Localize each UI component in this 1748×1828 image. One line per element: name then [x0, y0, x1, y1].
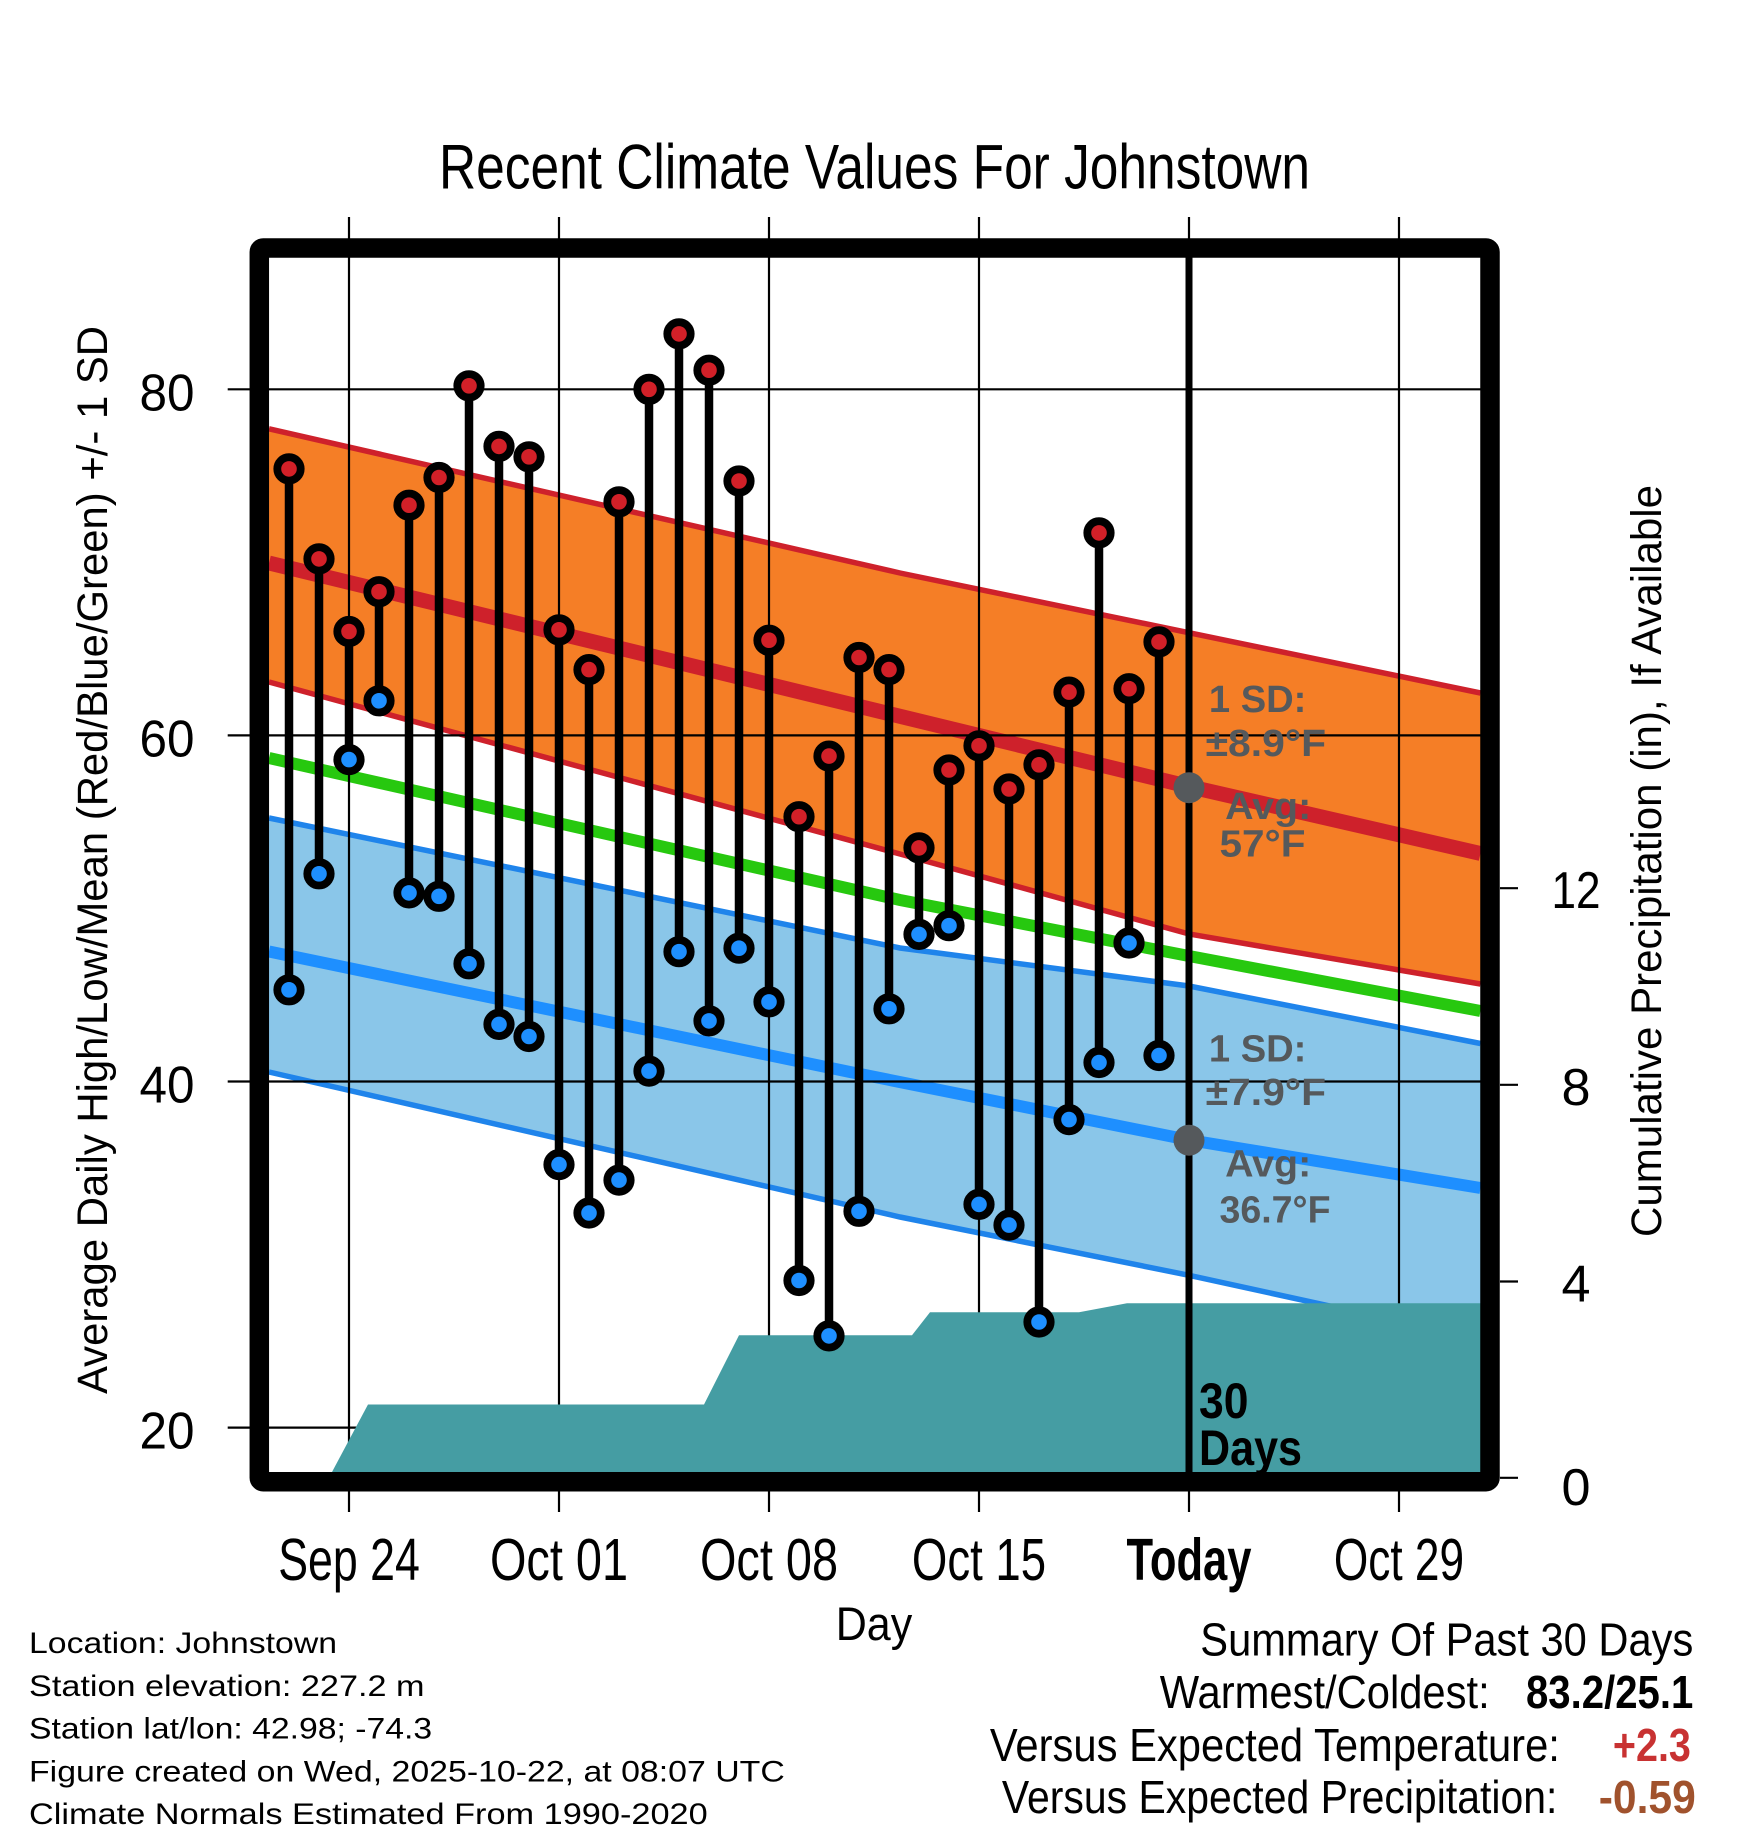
svg-text:Climate Normals Estimated From: Climate Normals Estimated From 1990-2020: [29, 1798, 708, 1828]
svg-text:Oct 15: Oct 15: [912, 1527, 1046, 1593]
svg-text:Recent Climate Values For John: Recent Climate Values For Johnstown: [439, 132, 1310, 202]
svg-text:57°F: 57°F: [1220, 824, 1306, 866]
svg-text:4: 4: [1562, 1256, 1591, 1314]
svg-text:1 SD:: 1 SD:: [1209, 679, 1307, 721]
svg-text:Oct 08: Oct 08: [700, 1527, 838, 1593]
svg-text:80: 80: [140, 364, 195, 422]
svg-text:60: 60: [140, 710, 195, 768]
svg-text:12: 12: [1552, 862, 1601, 920]
svg-text:Day: Day: [836, 1597, 913, 1650]
svg-text:20: 20: [140, 1403, 195, 1461]
svg-text:±7.9°F: ±7.9°F: [1206, 1072, 1327, 1114]
svg-text:Average Daily High/Low/Mean (R: Average Daily High/Low/Mean (Red/Blue/Gr…: [70, 326, 117, 1394]
svg-text:Summary Of Past 30 Days: Summary Of Past 30 Days: [1200, 1614, 1693, 1666]
svg-text:Warmest/Coldest:: Warmest/Coldest:: [1160, 1666, 1490, 1718]
svg-text:+2.3: +2.3: [1613, 1719, 1691, 1771]
svg-text:Oct 29: Oct 29: [1334, 1527, 1464, 1593]
svg-text:30: 30: [1199, 1373, 1249, 1429]
svg-text:Station elevation: 227.2 m: Station elevation: 227.2 m: [29, 1670, 425, 1703]
svg-text:1 SD:: 1 SD:: [1209, 1029, 1307, 1071]
svg-text:8: 8: [1562, 1059, 1591, 1117]
svg-text:Station lat/lon: 42.98; -74.3: Station lat/lon: 42.98; -74.3: [29, 1713, 432, 1746]
svg-text:Cumulative Precipitation (in),: Cumulative Precipitation (in), If Availa…: [1624, 485, 1671, 1237]
svg-text:Oct 01: Oct 01: [490, 1527, 628, 1593]
svg-text:40: 40: [140, 1057, 195, 1115]
svg-text:Days: Days: [1199, 1420, 1302, 1476]
svg-text:Sep 24: Sep 24: [278, 1527, 420, 1593]
svg-text:Avg:: Avg:: [1225, 786, 1311, 828]
svg-text:0: 0: [1562, 1459, 1591, 1517]
svg-text:Versus Expected Temperature:: Versus Expected Temperature:: [990, 1719, 1560, 1771]
svg-text:Versus Expected Precipitation:: Versus Expected Precipitation:: [1002, 1771, 1558, 1823]
svg-text:Location: Johnstown: Location: Johnstown: [29, 1627, 337, 1660]
svg-text:Figure created on Wed, 2025-10: Figure created on Wed, 2025-10-22, at 08…: [29, 1755, 785, 1788]
svg-text:Avg:: Avg:: [1225, 1143, 1311, 1185]
svg-text:83.2/25.1: 83.2/25.1: [1526, 1666, 1693, 1718]
svg-text:36.7°F: 36.7°F: [1220, 1189, 1331, 1231]
svg-text:±8.9°F: ±8.9°F: [1206, 723, 1327, 765]
svg-text:Today: Today: [1127, 1527, 1252, 1593]
svg-text:-0.59: -0.59: [1599, 1771, 1696, 1823]
